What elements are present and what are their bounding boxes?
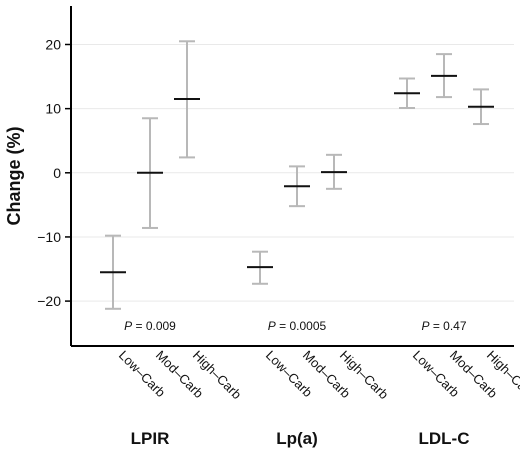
group-label: Lp(a) bbox=[276, 429, 318, 448]
y-tick-label: 0 bbox=[53, 165, 61, 181]
group-label: LDL-C bbox=[419, 429, 470, 448]
p-value-label: P = 0.009 bbox=[124, 319, 176, 333]
group-label: LPIR bbox=[131, 429, 170, 448]
axes bbox=[65, 6, 514, 347]
y-tick-label: −20 bbox=[37, 293, 61, 309]
error-bars bbox=[100, 40, 494, 310]
y-axis-label: Change (%) bbox=[4, 126, 24, 225]
y-tick-label: 20 bbox=[45, 36, 61, 52]
p-value-label: P = 0.0005 bbox=[268, 319, 327, 333]
y-tick-label: −10 bbox=[37, 229, 61, 245]
p-value-label: P = 0.47 bbox=[421, 319, 466, 333]
y-tick-label: 10 bbox=[45, 101, 61, 117]
